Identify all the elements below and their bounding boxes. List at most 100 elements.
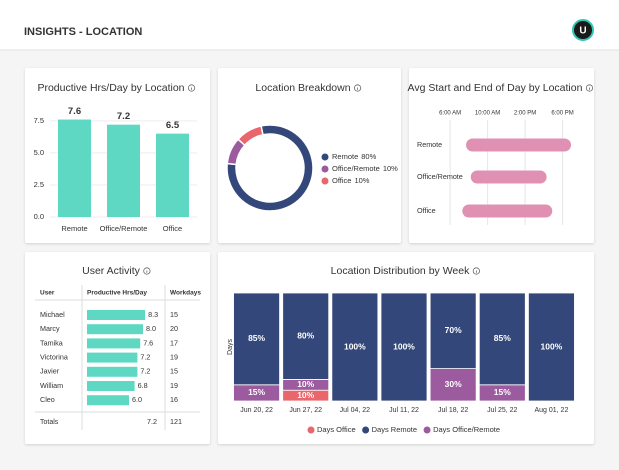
bar bbox=[107, 124, 140, 217]
hours-bar bbox=[87, 324, 143, 335]
workdays-value: 16 bbox=[170, 395, 178, 404]
data-label: 100% bbox=[344, 341, 366, 351]
header-bar bbox=[0, 0, 619, 50]
x-tick-label: Aug 01, 22 bbox=[534, 407, 568, 414]
x-tick-label: 2:00 PM bbox=[514, 111, 536, 117]
bar-segment bbox=[429, 292, 477, 369]
bar-segment bbox=[282, 292, 330, 380]
data-label: 15% bbox=[248, 387, 265, 397]
data-label: 100% bbox=[393, 341, 415, 351]
page-title: INSIGHTS - LOCATION bbox=[24, 26, 142, 38]
hours-bar bbox=[87, 395, 129, 406]
y-tick-label: 2.5 bbox=[34, 180, 44, 189]
x-tick-label: Jun 20, 22 bbox=[240, 407, 273, 414]
totals-label: Totals bbox=[40, 419, 59, 426]
avatar-initial[interactable]: U bbox=[579, 26, 586, 37]
column-header: Workdays bbox=[170, 290, 201, 297]
legend-name: Office/Remote bbox=[332, 164, 380, 173]
bar-segment bbox=[528, 292, 575, 402]
card-title: Location Breakdown bbox=[255, 82, 350, 94]
card-title: Avg Start and End of Day by Location bbox=[408, 82, 583, 94]
data-label: 7.6 bbox=[68, 106, 81, 117]
data-label: 100% bbox=[541, 341, 563, 351]
hours-value: 7.6 bbox=[143, 338, 153, 347]
workdays-value: 19 bbox=[170, 353, 178, 362]
x-tick-label: Jul 04, 22 bbox=[340, 407, 370, 414]
y-tick-label: 5.0 bbox=[34, 148, 44, 157]
x-tick-label: 10:00 AM bbox=[475, 111, 500, 117]
hours-value: 7.2 bbox=[140, 367, 150, 376]
avatar[interactable] bbox=[572, 19, 594, 41]
data-label: 10% bbox=[297, 379, 314, 389]
data-label: 70% bbox=[445, 325, 462, 335]
donut-segment bbox=[236, 125, 264, 147]
x-tick-label: Remote bbox=[61, 224, 87, 233]
data-label: 85% bbox=[494, 333, 511, 343]
card bbox=[409, 68, 594, 243]
hours-value: 7.2 bbox=[140, 353, 150, 362]
totals-workdays: 121 bbox=[170, 417, 182, 426]
hours-value: 6.0 bbox=[132, 395, 142, 404]
hours-bar bbox=[87, 366, 138, 377]
legend-value: 10% bbox=[354, 176, 369, 185]
x-tick-label: Jul 18, 22 bbox=[438, 407, 468, 414]
legend-swatch bbox=[321, 153, 329, 161]
y-tick-label: Office bbox=[417, 206, 436, 215]
info-icon bbox=[585, 84, 594, 92]
card-title: Location Distribution by Week bbox=[331, 265, 470, 277]
x-tick-label: Jul 11, 22 bbox=[389, 407, 419, 414]
bar-segment bbox=[429, 368, 477, 402]
x-tick-label: Jul 25, 22 bbox=[487, 407, 517, 414]
workdays-value: 17 bbox=[170, 338, 178, 347]
info-icon bbox=[187, 84, 196, 92]
card-title: Productive Hrs/Day by Location bbox=[37, 82, 184, 94]
bar-segment bbox=[478, 292, 526, 386]
workdays-value: 15 bbox=[170, 367, 178, 376]
hours-bar bbox=[87, 338, 141, 349]
info-icon bbox=[353, 84, 362, 92]
legend-label: Days Office bbox=[317, 425, 356, 434]
legend-label: Days Office/Remote bbox=[433, 425, 500, 434]
hours-bar bbox=[87, 352, 138, 363]
legend-name: Office bbox=[332, 176, 351, 185]
user-name: Cleo bbox=[40, 395, 55, 404]
legend-swatch bbox=[321, 165, 329, 173]
range-bar bbox=[466, 138, 572, 152]
legend-label: Office 10% bbox=[332, 176, 370, 185]
workdays-value: 15 bbox=[170, 310, 178, 319]
legend-swatch bbox=[362, 426, 370, 434]
workdays-value: 20 bbox=[170, 324, 178, 333]
x-tick-label: Office/Remote bbox=[100, 224, 148, 233]
data-label: 15% bbox=[494, 387, 511, 397]
y-tick-label: 0.0 bbox=[34, 212, 44, 221]
legend-name: Remote bbox=[332, 152, 358, 161]
column-header: User bbox=[40, 290, 55, 297]
user-name: Marcy bbox=[40, 324, 60, 333]
totals-hours: 7.2 bbox=[147, 417, 157, 426]
data-label: 85% bbox=[248, 333, 265, 343]
x-tick-label: Office bbox=[163, 224, 182, 233]
legend-label: Office/Remote 10% bbox=[332, 164, 398, 173]
user-name: Victorina bbox=[40, 353, 68, 362]
legend-swatch bbox=[423, 426, 431, 434]
y-tick-label: Office/Remote bbox=[417, 172, 463, 181]
data-label: 7.2 bbox=[117, 111, 130, 122]
bar-segment bbox=[331, 292, 379, 402]
legend-label: Remote 80% bbox=[332, 152, 377, 161]
card-title: User Activity bbox=[82, 265, 141, 277]
column-header: Productive Hrs/Day bbox=[87, 290, 147, 297]
workdays-value: 19 bbox=[170, 381, 178, 390]
hours-value: 6.8 bbox=[138, 381, 148, 390]
bar-segment bbox=[380, 292, 428, 402]
user-name: Javier bbox=[40, 367, 60, 376]
bar bbox=[156, 133, 189, 217]
bar bbox=[58, 119, 91, 217]
legend-value: 10% bbox=[383, 164, 398, 173]
range-bar bbox=[462, 204, 553, 218]
bar-segment bbox=[233, 292, 280, 386]
legend-label: Days Remote bbox=[372, 425, 417, 434]
x-tick-label: Jun 27, 22 bbox=[289, 407, 322, 414]
data-label: 30% bbox=[445, 379, 462, 389]
